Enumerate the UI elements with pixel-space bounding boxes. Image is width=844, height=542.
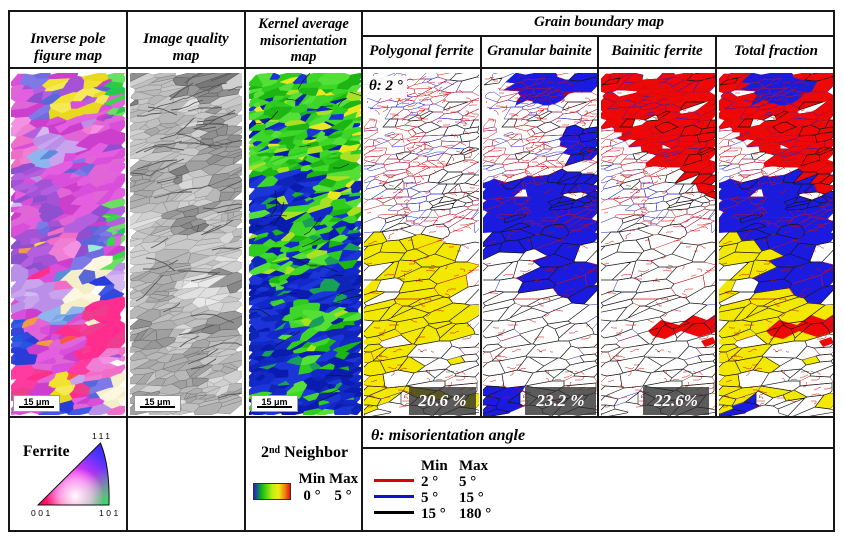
svg-text:111: 111	[92, 431, 112, 441]
svg-text:101: 101	[99, 508, 121, 518]
svg-text:001: 001	[31, 508, 53, 518]
